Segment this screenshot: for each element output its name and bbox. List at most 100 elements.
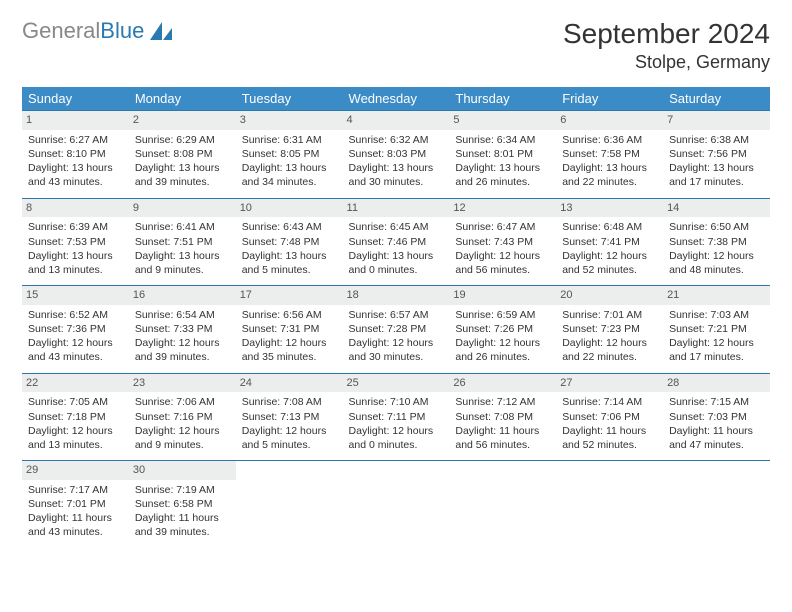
page-title: September 2024	[563, 18, 770, 50]
sunrise-line: Sunrise: 6:27 AM	[28, 133, 123, 147]
sunset-line: Sunset: 7:18 PM	[28, 410, 123, 424]
sunrise-line: Sunrise: 6:32 AM	[349, 133, 444, 147]
daylight-line: Daylight: 12 hours and 17 minutes.	[669, 336, 764, 364]
sunset-line: Sunset: 7:26 PM	[455, 322, 550, 336]
calendar-cell-16: 16Sunrise: 6:54 AMSunset: 7:33 PMDayligh…	[129, 286, 236, 374]
calendar-cell-18: 18Sunrise: 6:57 AMSunset: 7:28 PMDayligh…	[343, 286, 450, 374]
calendar-cell-10: 10Sunrise: 6:43 AMSunset: 7:48 PMDayligh…	[236, 198, 343, 286]
daylight-line: Daylight: 11 hours and 39 minutes.	[135, 511, 230, 539]
day-number: 19	[449, 286, 556, 305]
day-number: 3	[236, 111, 343, 130]
sunset-line: Sunset: 7:23 PM	[562, 322, 657, 336]
calendar-cell-17: 17 Sunrise: 6:56 AMSunset: 7:31 PMDayligh…	[236, 286, 343, 374]
day-number: 1	[22, 111, 129, 130]
daylight-line: Daylight: 12 hours and 48 minutes.	[669, 249, 764, 277]
calendar-row: 29 Sunrise: 7:17 AMSunset: 7:01 PM Dayligh…	[22, 461, 770, 548]
day-number: 2	[129, 111, 236, 130]
sunrise-line: Sunrise: 6:36 AM	[562, 133, 657, 147]
sunset-line: Sunset: 7:36 PM	[28, 322, 123, 336]
daylight-line: Daylight: 12 hours and 22 minutes.	[562, 336, 657, 364]
day-number: 4	[343, 111, 450, 130]
daylight-line: Daylight: 13 hours and 13 minutes.	[28, 249, 123, 277]
daylight-line: Daylight: 12 hours and 9 minutes.	[135, 424, 230, 452]
weekday-wednesday: Wednesday	[343, 87, 450, 111]
sunrise-line: Sunrise: 6:34 AM	[455, 133, 550, 147]
daylight-line: Daylight: 13 hours and 0 minutes.	[349, 249, 444, 277]
weekday-tuesday: Tuesday	[236, 87, 343, 111]
sunrise-line: Sunrise: 6:29 AM	[135, 133, 230, 147]
location-label: Stolpe, Germany	[563, 52, 770, 73]
sail-icon	[148, 20, 174, 42]
sunrise-line: Sunrise: 7:12 AM	[455, 395, 550, 409]
calendar-row: 1Sunrise: 6:27 AMSunset: 8:10 PMDaylight…	[22, 111, 770, 199]
daylight-line: Daylight: 12 hours and 0 minutes.	[349, 424, 444, 452]
sunrise-line: Sunrise: 7:19 AM	[135, 483, 230, 497]
daylight-line: Daylight: 11 hours and 47 minutes.	[669, 424, 764, 452]
sunrise-line: Sunrise: 6:52 AM	[28, 308, 123, 322]
calendar-cell-6: 6Sunrise: 6:36 AMSunset: 7:58 PMDaylight…	[556, 111, 663, 199]
sunrise-line: Sunrise: 6:39 AM	[28, 220, 123, 234]
daylight-line: Daylight: 13 hours and 39 minutes.	[135, 161, 230, 189]
sunrise-line: Sunrise: 7:10 AM	[349, 395, 444, 409]
calendar-cell-23: 23Sunrise: 7:06 AMSunset: 7:16 PMDayligh…	[129, 373, 236, 461]
daylight-line: Daylight: 12 hours and 26 minutes.	[455, 336, 550, 364]
sunrise-line: Sunrise: 7:17 AM	[28, 483, 123, 497]
sunset-line: Sunset: 7:01 PM	[28, 497, 123, 511]
day-number: 29	[22, 461, 129, 480]
sunrise-line: Sunrise: 6:59 AM	[455, 308, 550, 322]
calendar-cell-empty	[236, 461, 343, 548]
day-number: 28	[663, 374, 770, 393]
sunrise-line: Sunrise: 6:54 AM	[135, 308, 230, 322]
calendar-cell-24: 24Sunrise: 7:08 AMSunset: 7:13 PMDayligh…	[236, 373, 343, 461]
sunset-line: Sunset: 7:53 PM	[28, 235, 123, 249]
day-number: 11	[343, 199, 450, 218]
calendar-table: SundayMondayTuesdayWednesdayThursdayFrid…	[22, 87, 770, 548]
brand-logo: GeneralBlue	[22, 18, 174, 44]
daylight-line: Daylight: 12 hours and 39 minutes.	[135, 336, 230, 364]
sunset-line: Sunset: 7:51 PM	[135, 235, 230, 249]
day-number: 16	[129, 286, 236, 305]
weekday-header-row: SundayMondayTuesdayWednesdayThursdayFrid…	[22, 87, 770, 111]
day-number: 6	[556, 111, 663, 130]
calendar-cell-empty	[556, 461, 663, 548]
calendar-row: 8Sunrise: 6:39 AMSunset: 7:53 PMDaylight…	[22, 198, 770, 286]
sunset-line: Sunset: 7:41 PM	[562, 235, 657, 249]
calendar-cell-14: 14Sunrise: 6:50 AMSunset: 7:38 PMDayligh…	[663, 198, 770, 286]
daylight-line: Daylight: 12 hours and 35 minutes.	[242, 336, 337, 364]
sunset-line: Sunset: 7:58 PM	[562, 147, 657, 161]
calendar-cell-27: 27Sunrise: 7:14 AMSunset: 7:06 PMDayligh…	[556, 373, 663, 461]
sunrise-line: Sunrise: 6:56 AM	[242, 308, 337, 322]
sunrise-line: Sunrise: 6:50 AM	[669, 220, 764, 234]
day-number: 17	[236, 286, 343, 305]
sunrise-line: Sunrise: 6:57 AM	[349, 308, 444, 322]
weekday-monday: Monday	[129, 87, 236, 111]
day-number: 22	[22, 374, 129, 393]
sunset-line: Sunset: 7:06 PM	[562, 410, 657, 424]
sunrise-line: Sunrise: 7:08 AM	[242, 395, 337, 409]
sunset-line: Sunset: 7:28 PM	[349, 322, 444, 336]
daylight-line: Daylight: 13 hours and 26 minutes.	[455, 161, 550, 189]
sunrise-line: Sunrise: 7:05 AM	[28, 395, 123, 409]
sunrise-line: Sunrise: 6:43 AM	[242, 220, 337, 234]
day-number: 10	[236, 199, 343, 218]
calendar-cell-8: 8 Sunrise: 6:39 AMSunset: 7:53 PMDaylight…	[22, 198, 129, 286]
calendar-cell-12: 12Sunrise: 6:47 AMSunset: 7:43 PMDayligh…	[449, 198, 556, 286]
daylight-line: Daylight: 11 hours and 56 minutes.	[455, 424, 550, 452]
day-number: 27	[556, 374, 663, 393]
day-number: 8	[22, 199, 129, 218]
daylight-line: Daylight: 13 hours and 17 minutes.	[669, 161, 764, 189]
sunrise-line: Sunrise: 6:47 AM	[455, 220, 550, 234]
weekday-thursday: Thursday	[449, 87, 556, 111]
daylight-line: Daylight: 12 hours and 56 minutes.	[455, 249, 550, 277]
calendar-cell-empty	[449, 461, 556, 548]
calendar-cell-15: 15Sunrise: 6:52 AMSunset: 7:36 PMDayligh…	[22, 286, 129, 374]
brand-part2: Blue	[100, 18, 144, 44]
sunset-line: Sunset: 7:56 PM	[669, 147, 764, 161]
calendar-cell-22: 22Sunrise: 7:05 AMSunset: 7:18 PMDayligh…	[22, 373, 129, 461]
day-number: 25	[343, 374, 450, 393]
sunset-line: Sunset: 7:46 PM	[349, 235, 444, 249]
sunset-line: Sunset: 8:08 PM	[135, 147, 230, 161]
sunset-line: Sunset: 7:31 PM	[242, 322, 337, 336]
day-number: 23	[129, 374, 236, 393]
daylight-line: Daylight: 11 hours and 52 minutes.	[562, 424, 657, 452]
